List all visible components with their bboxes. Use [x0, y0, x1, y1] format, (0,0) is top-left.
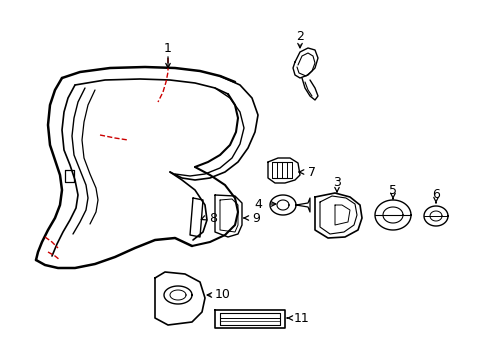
Text: 11: 11: [293, 311, 309, 324]
Text: 9: 9: [251, 211, 260, 225]
Text: 4: 4: [254, 198, 262, 211]
Text: 2: 2: [295, 30, 304, 42]
Text: 8: 8: [208, 211, 217, 225]
Text: 3: 3: [332, 175, 340, 189]
Text: 10: 10: [215, 288, 230, 302]
Text: 1: 1: [164, 41, 172, 54]
Text: 7: 7: [307, 166, 315, 179]
Text: 5: 5: [388, 184, 396, 197]
Text: 6: 6: [431, 188, 439, 201]
